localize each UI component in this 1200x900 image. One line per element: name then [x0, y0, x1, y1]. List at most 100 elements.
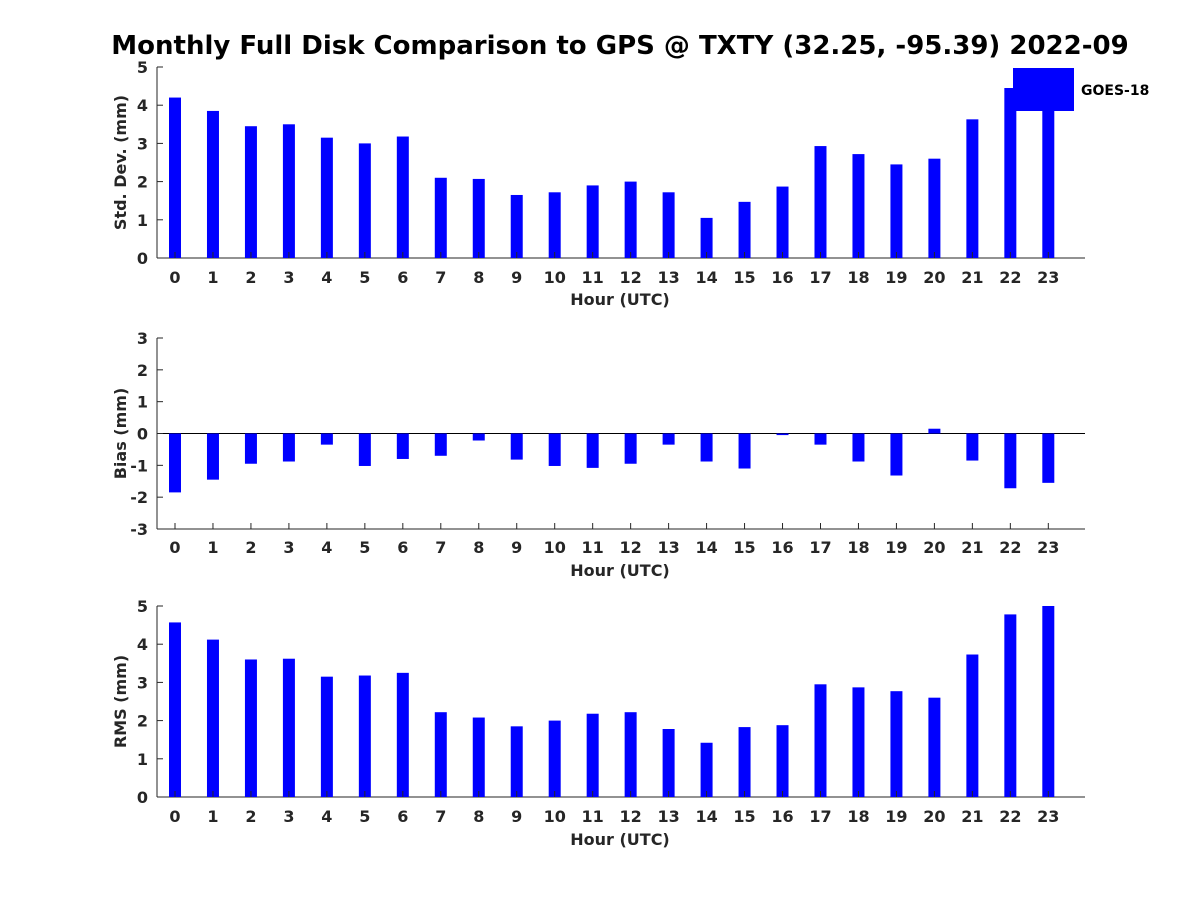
- bar-hour-17: [814, 146, 827, 258]
- x-tick-label: 8: [473, 268, 484, 287]
- x-tick-label: 15: [733, 268, 755, 287]
- x-tick-label: 9: [511, 807, 522, 826]
- x-tick-label: 10: [544, 807, 566, 826]
- x-tick-label: 14: [695, 538, 717, 557]
- bar-hour-16: [776, 186, 789, 258]
- bar-hour-3: [282, 433, 295, 462]
- x-tick-label: 11: [582, 268, 604, 287]
- bar-hour-20: [928, 158, 941, 258]
- bar-hour-16: [776, 725, 789, 797]
- x-tick-label: 19: [885, 807, 907, 826]
- x-tick-label: 4: [321, 268, 332, 287]
- x-tick-label: 21: [961, 538, 983, 557]
- x-tick-label: 8: [473, 807, 484, 826]
- legend: GOES-18: [1013, 68, 1149, 111]
- x-tick-label: 18: [847, 807, 869, 826]
- x-tick-label: 15: [733, 538, 755, 557]
- x-tick-label: 12: [620, 807, 642, 826]
- x-tick-label: 10: [544, 538, 566, 557]
- bar-hour-2: [244, 659, 257, 797]
- x-tick-label: 12: [620, 268, 642, 287]
- x-tick-label: 2: [245, 807, 256, 826]
- bar-hour-11: [586, 433, 599, 468]
- bar-hour-23: [1042, 606, 1055, 797]
- x-tick-label: 0: [169, 807, 180, 826]
- y-tick-label: 2: [137, 173, 148, 192]
- x-tick-label: 17: [809, 807, 831, 826]
- bar-hour-6: [396, 136, 409, 258]
- x-tick-label: 20: [923, 268, 945, 287]
- x-tick-label: 0: [169, 538, 180, 557]
- bar-hour-18: [852, 687, 865, 797]
- x-tick-label: 4: [321, 807, 332, 826]
- x-tick-label: 6: [397, 807, 408, 826]
- bar-hour-7: [434, 712, 447, 797]
- x-tick-label: 5: [359, 538, 370, 557]
- bar-hour-8: [472, 178, 485, 258]
- bar-hour-2: [244, 433, 257, 464]
- bar-hour-1: [206, 110, 219, 259]
- x-tick-label: 1: [207, 807, 218, 826]
- bar-hour-20: [928, 697, 941, 797]
- bar-hour-6: [396, 672, 409, 797]
- bar-hour-4: [320, 433, 333, 445]
- x-tick-label: 16: [771, 268, 793, 287]
- y-tick-label: 1: [137, 750, 148, 769]
- bar-hour-5: [358, 143, 371, 258]
- x-tick-label: 10: [544, 268, 566, 287]
- bar-hour-9: [510, 726, 523, 797]
- x-tick-label: 19: [885, 268, 907, 287]
- y-tick-label: -2: [130, 488, 148, 507]
- x-tick-label: 18: [847, 268, 869, 287]
- bar-hour-2: [244, 126, 257, 259]
- x-tick-label: 7: [435, 538, 446, 557]
- x-tick-label: 22: [999, 538, 1021, 557]
- y-tick-label: 3: [137, 329, 148, 348]
- bar-hour-19: [890, 164, 903, 258]
- x-tick-label: 23: [1037, 807, 1059, 826]
- bar-hour-12: [624, 712, 637, 797]
- x-tick-label: 9: [511, 538, 522, 557]
- x-tick-label: 19: [885, 538, 907, 557]
- bar-hour-10: [548, 433, 561, 466]
- bar-hour-14: [700, 742, 713, 797]
- bar-hour-4: [320, 676, 333, 797]
- y-tick-label: 2: [137, 712, 148, 731]
- x-tick-label: 1: [207, 538, 218, 557]
- y-tick-label: 1: [137, 211, 148, 230]
- bar-hour-11: [586, 713, 599, 797]
- bar-hour-6: [396, 433, 409, 459]
- x-tick-label: 4: [321, 538, 332, 557]
- bar-hour-17: [814, 684, 827, 797]
- x-tick-label: 18: [847, 538, 869, 557]
- x-tick-label: 11: [582, 807, 604, 826]
- x-tick-label: 20: [923, 807, 945, 826]
- bar-hour-13: [662, 192, 675, 258]
- y-tick-label: 0: [137, 788, 148, 807]
- x-tick-label: 21: [961, 807, 983, 826]
- x-tick-label: 16: [771, 807, 793, 826]
- x-tick-label: 17: [809, 538, 831, 557]
- bar-hour-23: [1042, 101, 1055, 258]
- x-tick-label: 2: [245, 268, 256, 287]
- x-tick-label: 16: [771, 538, 793, 557]
- bar-hour-18: [852, 433, 865, 462]
- bar-hour-1: [206, 639, 219, 797]
- bar-hour-18: [852, 154, 865, 258]
- bar-hour-12: [624, 181, 637, 258]
- y-tick-label: 4: [137, 635, 148, 654]
- y-tick-label: 3: [137, 673, 148, 692]
- bar-hour-14: [700, 433, 713, 462]
- bar-hour-3: [282, 658, 295, 797]
- bar-hour-22: [1004, 88, 1017, 258]
- bar-hour-23: [1042, 433, 1055, 483]
- x-tick-label: 20: [923, 538, 945, 557]
- x-tick-label: 5: [359, 807, 370, 826]
- bar-hour-12: [624, 433, 637, 464]
- x-tick-label: 2: [245, 538, 256, 557]
- x-tick-label: 6: [397, 268, 408, 287]
